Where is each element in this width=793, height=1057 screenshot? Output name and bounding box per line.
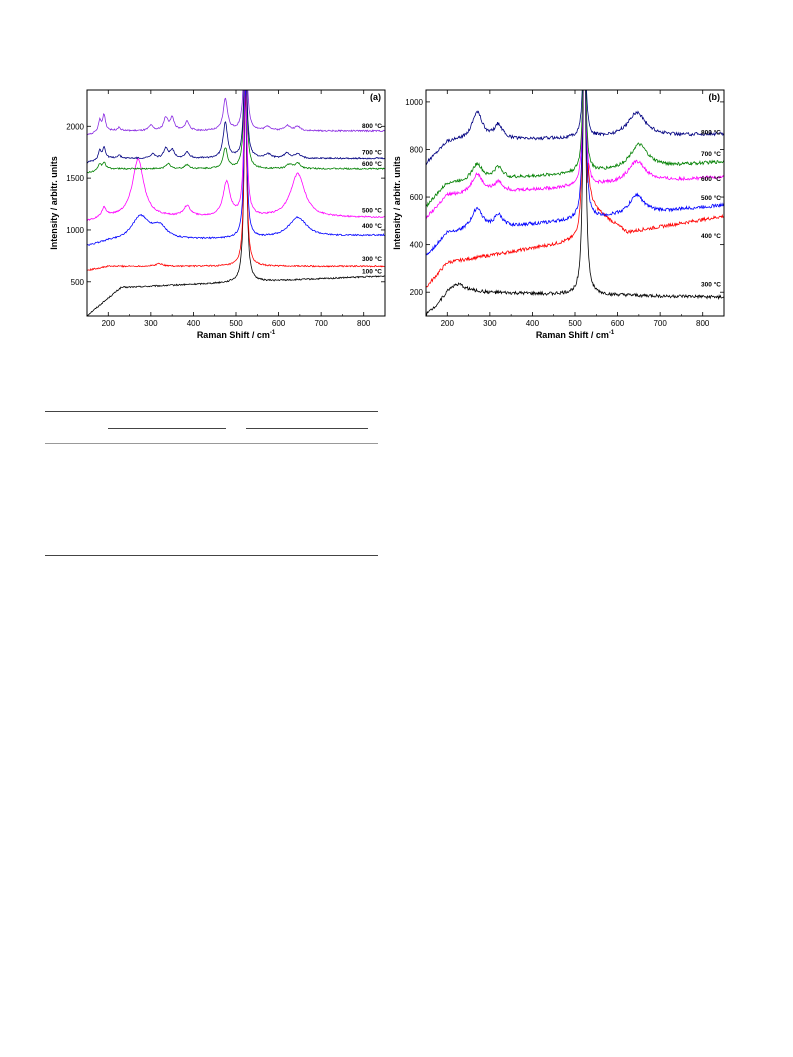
series-label: 400 °C [701,232,721,240]
table-group-rule-left [108,428,226,429]
y-tick-label: 1000 [405,98,423,107]
y-axis-title: Intensity / arbitr. units [392,156,402,250]
series-line-600c [87,90,385,174]
y-tick-label: 1000 [66,226,84,235]
x-tick-label: 500 [568,319,582,328]
x-tick-label: 200 [441,319,455,328]
figure-charts: 200 300 400 500 600 700 800 500 1000 1500 2000 100 … [49,89,725,340]
series-line-700c [426,90,724,208]
x-tick-label: 300 [483,319,497,328]
series-line-400c [87,90,385,246]
y-axis-title: Intensity / arbitr. units [49,156,59,250]
series-label: 500 °C [701,194,721,202]
series-line-400c [426,90,724,288]
y-tick-label: 1500 [66,174,84,183]
table-bottom-rule [45,555,378,556]
x-tick-label: 400 [187,319,201,328]
x-tick-label: 800 [696,319,710,328]
panel-label: (b) [709,92,721,102]
x-axis-title-sup: -1 [609,330,615,336]
table-group-rule-right [246,428,368,429]
x-tick-label: 200 [102,319,116,328]
series-line-300c [87,90,385,271]
x-axis-title-sup: -1 [270,330,276,336]
y-tick-label: 600 [410,193,424,202]
series-line-500c [87,90,385,221]
series-line-100c [87,90,385,316]
series-label: 300 °C [362,255,382,263]
panel-b-chart: 200 300 400 500 600 700 800 200 400 600 800 1000 300… [392,89,725,340]
series-label: 600 °C [701,175,721,183]
series-line-800c [87,90,385,136]
series-group [87,90,385,316]
series-label: 400 °C [362,222,382,230]
panel-a-chart: 200 300 400 500 600 700 800 500 1000 1500 2000 100 … [49,89,386,340]
x-tick-label: 600 [272,319,286,328]
table-header-rule [45,443,378,444]
series-line-700c [87,90,385,164]
series-label: 500 °C [362,206,382,214]
series-label: 700 °C [362,148,382,156]
plot-frame [425,89,725,317]
y-tick-label: 200 [410,288,424,297]
x-tick-label: 500 [229,319,243,328]
x-tick-label: 400 [526,319,540,328]
series-label: 100 °C [362,268,382,276]
series-line-500c [426,90,724,257]
x-tick-label: 800 [357,319,371,328]
y-tick-label: 500 [71,278,85,287]
panel-label: (a) [370,92,381,102]
x-axis-title: Raman Shift / cm-1 [536,330,615,340]
x-tick-label: 700 [314,319,328,328]
y-tick-label: 2000 [66,122,84,131]
series-group [426,90,724,316]
series-label: 800 °C [362,122,382,130]
series-line-300c [426,90,724,316]
series-line-800c [426,90,724,166]
table-top-rule [45,411,378,412]
plot-frame [86,89,386,317]
y-tick-label: 800 [410,145,424,154]
series-label: 700 °C [701,150,721,158]
x-tick-label: 700 [653,319,667,328]
series-line-600c [426,90,724,219]
series-label: 800 °C [701,128,721,136]
series-label: 300 °C [701,281,721,289]
y-tick-label: 400 [410,241,424,250]
x-tick-label: 600 [611,319,625,328]
series-label: 600 °C [362,160,382,168]
x-axis-title: Raman Shift / cm-1 [197,330,276,340]
x-tick-label: 300 [144,319,158,328]
